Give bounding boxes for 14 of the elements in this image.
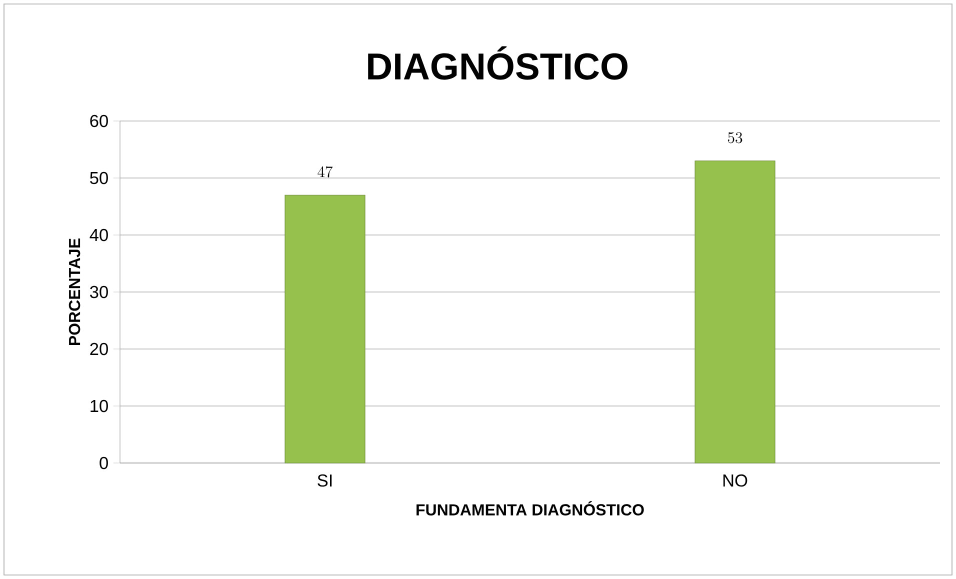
x-tick-label: NO: [723, 474, 748, 487]
data-label: 47: [318, 166, 333, 178]
y-tick-label: 20: [90, 342, 108, 356]
y-tick-label: 10: [90, 400, 108, 412]
y-axis-title: PORCENTAJE: [68, 238, 80, 346]
y-tick-label: 0: [100, 456, 108, 470]
x-axis-title: FUNDAMENTA DIAGNÓSTICO: [416, 501, 644, 516]
chart-title: DIAGNÓSTICO: [368, 46, 628, 80]
y-tick-label: 30: [90, 286, 108, 298]
data-label: 53: [728, 132, 742, 144]
x-tick-label: SI: [318, 474, 332, 487]
y-tick-label: 60: [90, 114, 108, 128]
y-tick-label: 50: [90, 172, 108, 184]
y-tick-label: 40: [90, 228, 108, 242]
